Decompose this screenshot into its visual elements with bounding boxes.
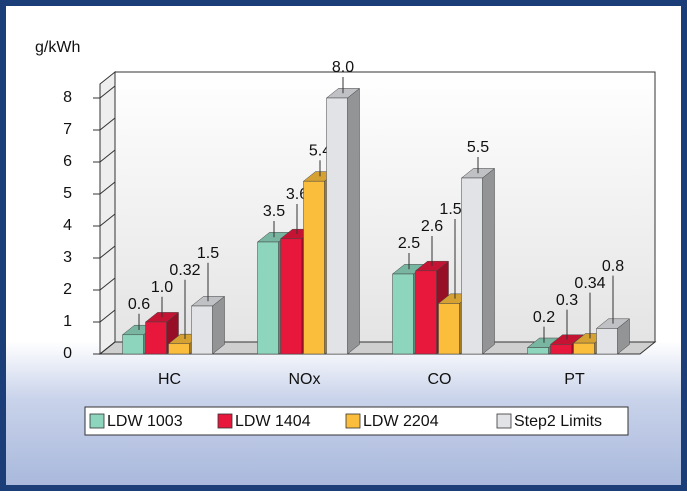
- value-label: 5.5: [467, 139, 489, 156]
- tick-line: [93, 277, 116, 291]
- tick-line: [93, 309, 116, 323]
- legend-label: Step2 Limits: [514, 413, 602, 430]
- value-label: 8.0: [332, 59, 354, 76]
- bar-front: [191, 305, 213, 355]
- y-tick-label: 3: [63, 249, 72, 266]
- bar: [144, 311, 180, 355]
- value-label: 0.34: [574, 275, 605, 292]
- y-tick-label: 2: [63, 281, 72, 298]
- tick-line: [93, 341, 116, 355]
- y-tick-label: 0: [63, 345, 72, 362]
- y-tick-label: 8: [63, 89, 72, 106]
- tick-line: [93, 117, 116, 131]
- bar-side: [482, 167, 495, 355]
- bar-front: [280, 238, 302, 355]
- bar-front: [326, 97, 348, 355]
- legend-swatch: [89, 413, 105, 429]
- value-label: 1.5: [197, 245, 219, 262]
- value-label: 2.5: [398, 235, 420, 252]
- tick-line: [93, 85, 116, 99]
- value-label: 3.6: [286, 186, 308, 203]
- tick-line: [93, 149, 116, 163]
- value-label: 1.0: [151, 279, 173, 296]
- value-label: 0.32: [169, 262, 200, 279]
- value-label: 2.6: [421, 218, 443, 235]
- bar-front: [168, 343, 190, 355]
- value-label: 0.3: [556, 292, 578, 309]
- legend-label: LDW 1404: [235, 413, 311, 430]
- legend-label: LDW 2204: [363, 413, 439, 430]
- tick-line: [93, 245, 116, 259]
- bar: [460, 167, 496, 355]
- value-label: 5.4: [309, 142, 331, 159]
- bar-front: [461, 177, 483, 355]
- legend-swatch: [217, 413, 233, 429]
- y-tick-label: 1: [63, 313, 72, 330]
- bar-front: [392, 273, 414, 355]
- bar-front: [550, 344, 572, 355]
- y-tick-label: 7: [63, 121, 72, 138]
- legend-swatch: [496, 413, 512, 429]
- bar-front: [145, 321, 167, 355]
- x-tick-label: PT: [564, 371, 585, 388]
- bar-front: [303, 180, 325, 355]
- value-label: 0.6: [128, 296, 150, 313]
- bar-side: [347, 87, 360, 355]
- bar: [190, 295, 226, 355]
- value-label: 3.5: [263, 203, 285, 220]
- bar-front: [415, 270, 437, 355]
- bar: [595, 318, 631, 355]
- bar-front: [573, 342, 595, 355]
- bar-front: [596, 328, 618, 355]
- x-tick-label: CO: [428, 371, 452, 388]
- tick-line: [93, 213, 116, 227]
- bar-front: [122, 334, 144, 355]
- value-label: 0.2: [533, 309, 555, 326]
- x-tick-label: HC: [158, 371, 181, 388]
- legend-swatch: [345, 413, 361, 429]
- x-tick-label: NOx: [289, 371, 321, 388]
- y-tick-label: 5: [63, 185, 72, 202]
- bar-side: [212, 295, 225, 355]
- bar-front: [527, 347, 549, 355]
- y-tick-label: 4: [63, 217, 72, 234]
- y-tick-label: 6: [63, 153, 72, 170]
- bar-front: [438, 303, 460, 355]
- bar: [325, 87, 361, 355]
- tick-line: [93, 181, 116, 195]
- legend-label: LDW 1003: [107, 413, 183, 430]
- y-axis-label: g/kWh: [35, 39, 80, 56]
- bar-front: [257, 241, 279, 355]
- value-label: 0.8: [602, 258, 624, 275]
